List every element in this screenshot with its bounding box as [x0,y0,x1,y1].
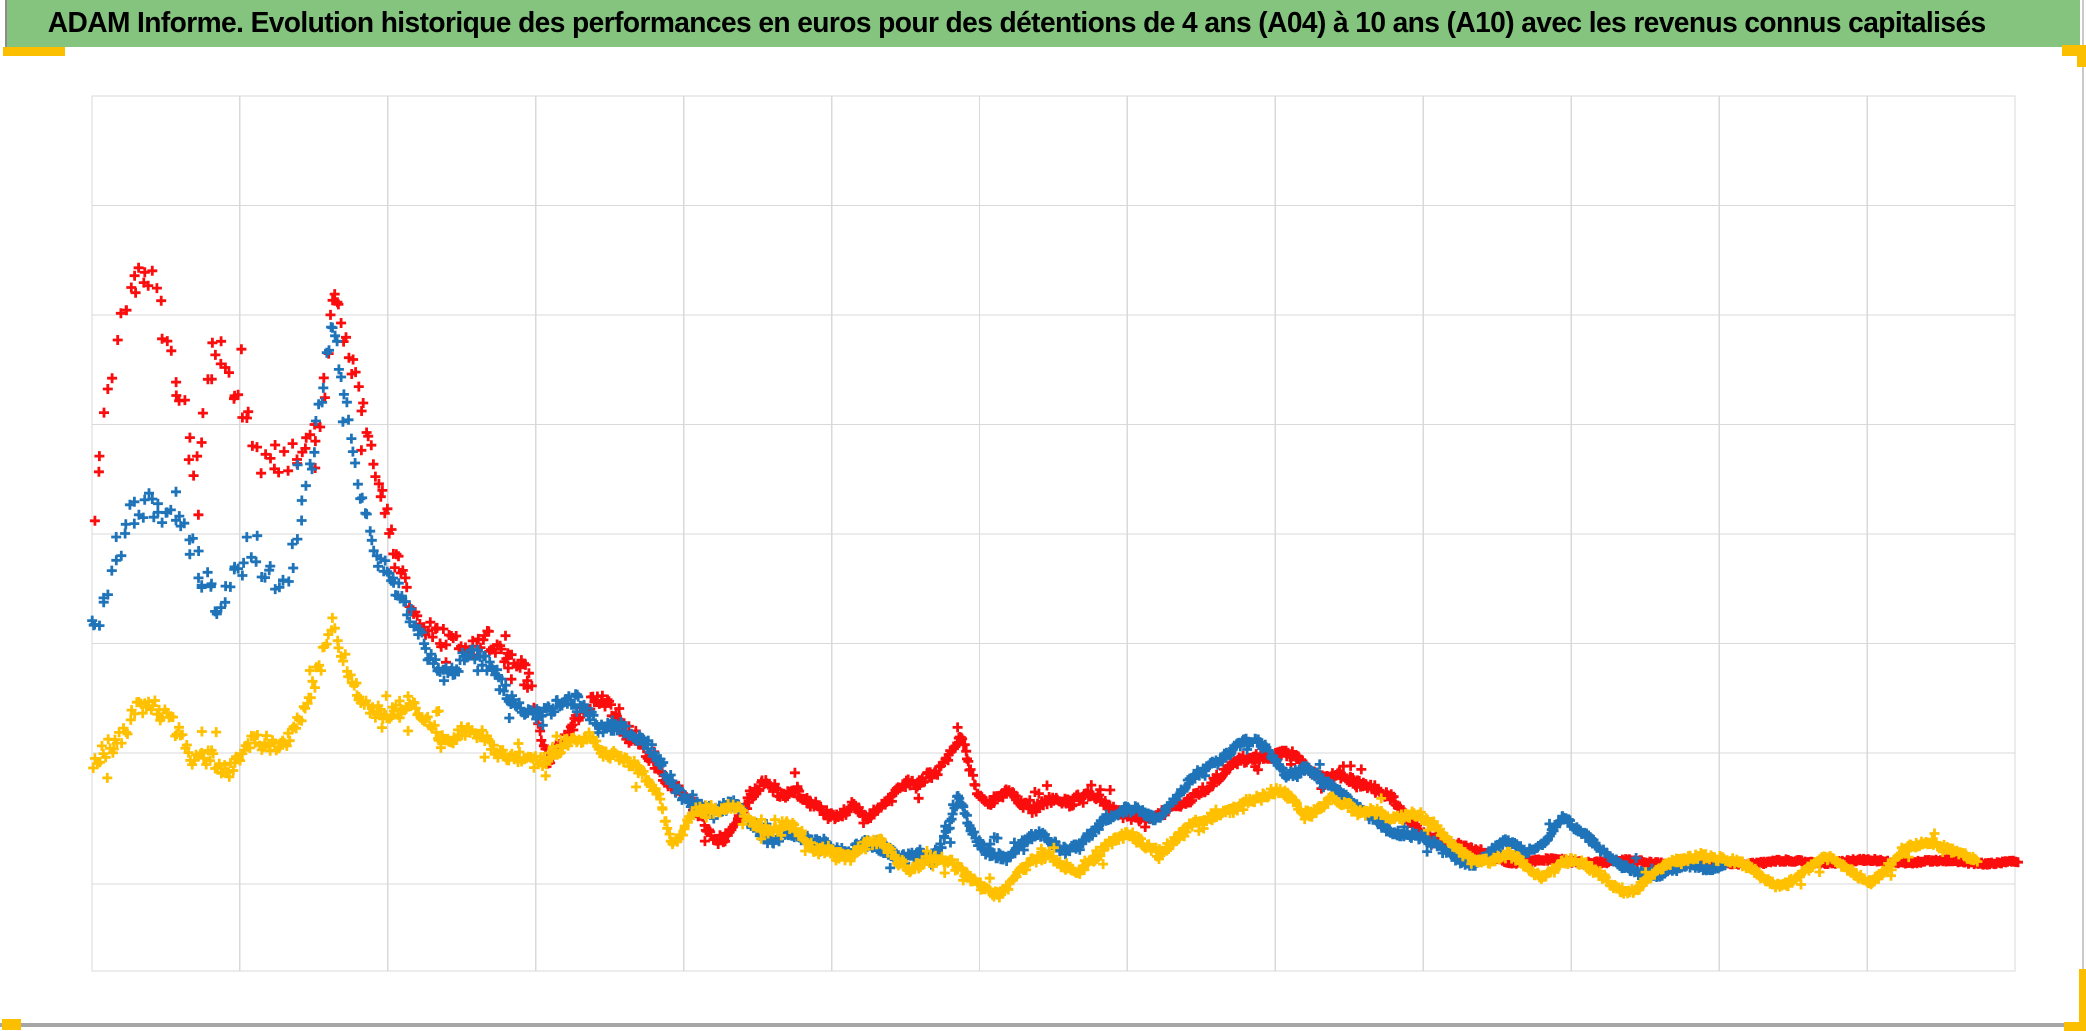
gridlines [92,96,2015,971]
accent-bracket-top-right-h [2062,45,2086,56]
frame-line-left [5,0,7,47]
frame-line-right [2082,0,2084,972]
frame-bar-bottom [0,1023,2086,1027]
series-yellow [88,612,1983,903]
accent-bracket-top-right-v [2077,45,2086,67]
accent-mark-bottom-left [2,1019,21,1030]
page-title: ADAM Informe. Evolution historique des p… [47,7,1986,39]
accent-mark-top-left [3,47,65,56]
accent-bracket-bottom-right-v [2079,969,2086,1031]
plot-border [91,95,2016,972]
series-blue [87,322,1731,882]
accent-bracket-bottom-right-h [2064,1022,2086,1031]
title-bar: ADAM Informe. Evolution historique des p… [7,0,2080,47]
